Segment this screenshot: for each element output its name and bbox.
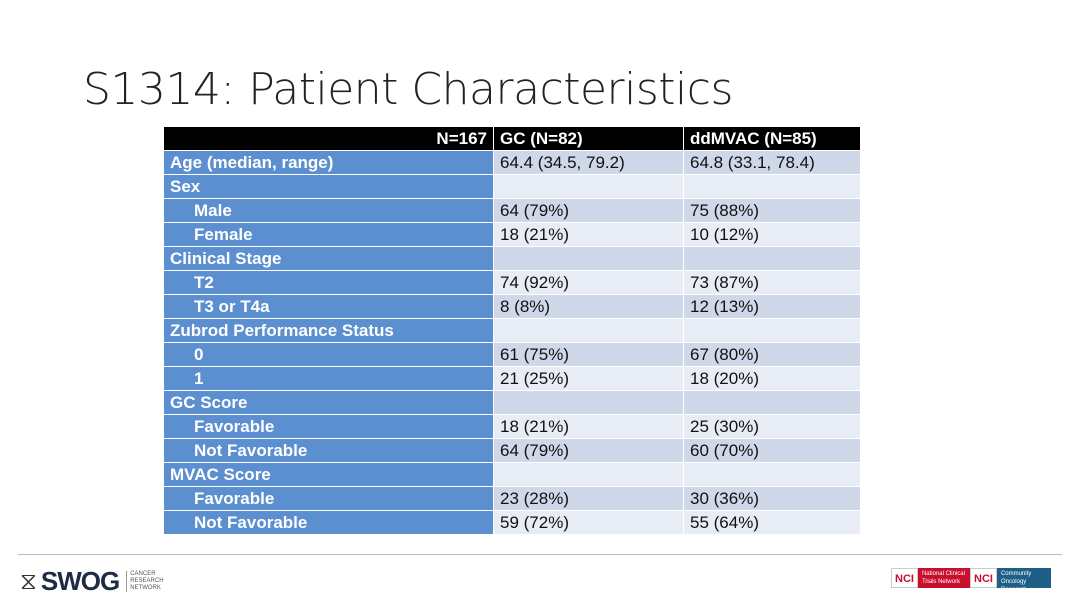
ddmvac-value: 64.8 (33.1, 78.4) <box>683 150 861 175</box>
gc-value: 8 (8%) <box>493 294 684 319</box>
table-row: Age (median, range) 64.4 (34.5, 79.2) 64.8… <box>163 150 861 175</box>
header-ddmvac: ddMVAC (N=85) <box>683 126 861 151</box>
table-row: Not Favorable 64 (79%) 60 (70%) <box>163 438 861 463</box>
gc-value <box>493 462 684 487</box>
table-row: Not Favorable 59 (72%) 55 (64%) <box>163 510 861 535</box>
gc-value <box>493 390 684 415</box>
table-row: 0 61 (75%) 67 (80%) <box>163 342 861 367</box>
slide-title: S1314: Patient Characteristics <box>83 64 733 115</box>
ddmvac-value <box>683 246 861 271</box>
ddmvac-value: 25 (30%) <box>683 414 861 439</box>
ddmvac-value: 60 (70%) <box>683 438 861 463</box>
gc-value: 64 (79%) <box>493 198 684 223</box>
table-row: Zubrod Performance Status <box>163 318 861 343</box>
nci-nctn-logo: NCI National Clinical Trials Network <box>891 568 972 588</box>
table-row: Sex <box>163 174 861 199</box>
swog-logo: ⧖ SWOG CANCER RESEARCH NETWORK <box>20 566 164 597</box>
footer-divider <box>18 554 1062 555</box>
table-row: Clinical Stage <box>163 246 861 271</box>
row-label: Clinical Stage <box>163 246 494 271</box>
row-label: Not Favorable <box>163 438 494 463</box>
gc-value: 59 (72%) <box>493 510 684 535</box>
gc-value: 23 (28%) <box>493 486 684 511</box>
gc-value <box>493 318 684 343</box>
row-label: Favorable <box>163 414 494 439</box>
row-label: Female <box>163 222 494 247</box>
ddmvac-value: 12 (13%) <box>683 294 861 319</box>
table-row: T2 74 (92%) 73 (87%) <box>163 270 861 295</box>
gc-value: 64 (79%) <box>493 438 684 463</box>
table-row: Favorable 23 (28%) 30 (36%) <box>163 486 861 511</box>
row-label: Age (median, range) <box>163 150 494 175</box>
ddmvac-value <box>683 462 861 487</box>
gc-value: 18 (21%) <box>493 414 684 439</box>
ddmvac-value: 55 (64%) <box>683 510 861 535</box>
table-row: Male 64 (79%) 75 (88%) <box>163 198 861 223</box>
ddmvac-value: 67 (80%) <box>683 342 861 367</box>
ddmvac-value: 30 (36%) <box>683 486 861 511</box>
gc-value: 64.4 (34.5, 79.2) <box>493 150 684 175</box>
table-row: Favorable 18 (21%) 25 (30%) <box>163 414 861 439</box>
ddmvac-value: 18 (20%) <box>683 366 861 391</box>
row-label: Not Favorable <box>163 510 494 535</box>
dna-icon: ⧖ <box>20 567 37 595</box>
row-label: T3 or T4a <box>163 294 494 319</box>
row-label: T2 <box>163 270 494 295</box>
gc-value: 61 (75%) <box>493 342 684 367</box>
row-label: 0 <box>163 342 494 367</box>
row-label: Favorable <box>163 486 494 511</box>
header-gc: GC (N=82) <box>493 126 684 151</box>
row-label: 1 <box>163 366 494 391</box>
gc-value: 74 (92%) <box>493 270 684 295</box>
table-row: 1 21 (25%) 18 (20%) <box>163 366 861 391</box>
ddmvac-value: 75 (88%) <box>683 198 861 223</box>
table-row: Female 18 (21%) 10 (12%) <box>163 222 861 247</box>
gc-value: 18 (21%) <box>493 222 684 247</box>
gc-value <box>493 174 684 199</box>
ddmvac-value <box>683 390 861 415</box>
patient-characteristics-table: N=167 GC (N=82) ddMVAC (N=85) Age (media… <box>163 126 861 535</box>
row-label: Male <box>163 198 494 223</box>
row-label: Sex <box>163 174 494 199</box>
ddmvac-value: 10 (12%) <box>683 222 861 247</box>
table-row: GC Score <box>163 390 861 415</box>
row-label: GC Score <box>163 390 494 415</box>
swog-name: SWOG <box>40 566 120 596</box>
row-label: MVAC Score <box>163 462 494 487</box>
gc-value: 21 (25%) <box>493 366 684 391</box>
nci-ncorp-logo: NCI Community Oncology Research Program <box>970 568 1051 601</box>
gc-value <box>493 246 684 271</box>
swog-subtitle: CANCER RESEARCH NETWORK <box>126 571 164 592</box>
ddmvac-value <box>683 174 861 199</box>
table-row: T3 or T4a 8 (8%) 12 (13%) <box>163 294 861 319</box>
row-label: Zubrod Performance Status <box>163 318 494 343</box>
ddmvac-value: 73 (87%) <box>683 270 861 295</box>
header-total: N=167 <box>163 126 494 151</box>
table-header-row: N=167 GC (N=82) ddMVAC (N=85) <box>163 126 861 151</box>
table-row: MVAC Score <box>163 462 861 487</box>
ddmvac-value <box>683 318 861 343</box>
